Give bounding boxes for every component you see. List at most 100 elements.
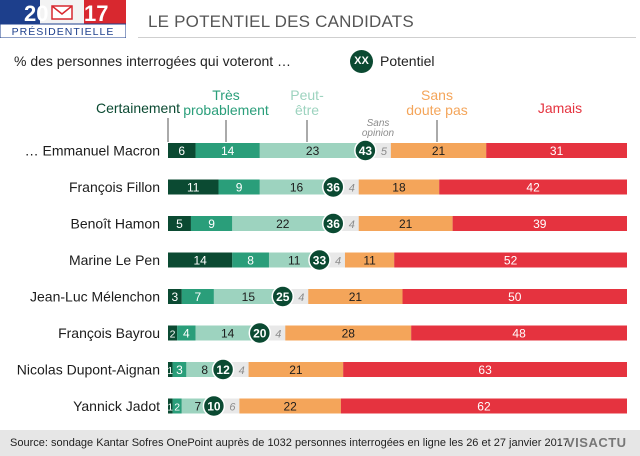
bar-certainement xyxy=(168,216,191,231)
source-note: Source: sondage Kantar Sofres OnePoint a… xyxy=(10,437,572,449)
bar-tres-probablement xyxy=(218,179,260,195)
bar-certainement xyxy=(168,289,182,304)
bar-jamais xyxy=(340,398,627,414)
bar-certainement xyxy=(168,143,196,158)
potential-circle xyxy=(308,248,331,272)
bar-tres-probablement xyxy=(177,325,196,341)
data-label-certainement: 1 xyxy=(167,365,173,377)
potential-value: 25 xyxy=(276,290,290,304)
category-label: François Fillon xyxy=(69,179,160,195)
potential-legend: XX Potentiel xyxy=(350,50,470,74)
bar-jamais xyxy=(439,179,627,195)
logo-caption-box xyxy=(0,23,126,38)
bar-peut-etre xyxy=(195,325,260,341)
title-divider xyxy=(138,37,636,38)
category-label: … Emmanuel Macron xyxy=(25,143,160,159)
bar-tres-probablement xyxy=(181,289,214,304)
data-label-tres-probablement: 8 xyxy=(247,254,254,268)
category-label: Benoît Hamon xyxy=(71,216,161,232)
data-label-certainement: 1 xyxy=(167,402,173,414)
data-label-jamais: 50 xyxy=(508,290,522,304)
bar-sans-doute-pas xyxy=(344,252,395,268)
legend-tres-probablement-line2: probablement xyxy=(183,102,269,118)
potential-legend-circle: XX xyxy=(350,50,373,73)
bar-certainement xyxy=(168,325,178,341)
bar-peut-etre xyxy=(268,252,320,268)
category-label: François Bayrou xyxy=(58,325,160,341)
brand-logo: VISACTU xyxy=(566,435,627,450)
data-label-peut-etre: 22 xyxy=(276,217,290,231)
logo-year-left: 20 xyxy=(24,1,48,26)
legend-peut-etre-line1: Peut- xyxy=(290,87,324,103)
data-label-jamais: 63 xyxy=(478,363,492,377)
potential-value: 10 xyxy=(207,400,221,414)
bar-tres-probablement xyxy=(232,252,269,268)
potential-value: 43 xyxy=(359,144,373,158)
data-label-certainement: 6 xyxy=(178,144,185,158)
bar-sans-doute-pas xyxy=(248,362,344,377)
legend-tres-probablement-line1: Très xyxy=(212,87,239,103)
data-label-certainement: 5 xyxy=(176,217,183,231)
data-label-tres-probablement: 4 xyxy=(183,327,190,341)
data-label-sans-doute-pas: 21 xyxy=(432,144,446,158)
bar-certainement xyxy=(168,362,173,377)
page-title: LE POTENTIEL DES CANDIDATS xyxy=(148,12,414,31)
bar-jamais xyxy=(411,325,627,341)
bar-certainement xyxy=(168,252,233,268)
potential-circle xyxy=(202,394,226,418)
bar-tres-probablement xyxy=(172,362,187,377)
potential-value: 36 xyxy=(327,217,341,231)
data-label-sans-doute-pas: 28 xyxy=(342,327,356,341)
data-label-sans-doute-pas: 18 xyxy=(392,181,406,195)
data-label-certainement: 11 xyxy=(187,181,200,195)
logo-caption: PRÉSIDENTIELLE xyxy=(12,25,115,38)
potential-circle xyxy=(271,285,294,308)
data-label-jamais: 48 xyxy=(512,327,526,341)
category-label: Jean-Luc Mélenchon xyxy=(30,289,160,305)
data-label-peut-etre: 23 xyxy=(306,144,320,158)
data-label-sans-doute-pas: 22 xyxy=(283,400,297,414)
footer: Source: sondage Kantar Sofres OnePoint a… xyxy=(0,430,640,456)
bar-jamais xyxy=(394,252,627,268)
data-label-sans-doute-pas: 21 xyxy=(399,217,413,231)
data-label-sans-doute-pas: 11 xyxy=(363,254,376,268)
potential-circle xyxy=(354,139,377,162)
data-label-sans-opinion: 4 xyxy=(239,365,245,377)
potential-legend-label: Potentiel xyxy=(380,53,435,69)
data-label-certainement: 3 xyxy=(172,290,179,304)
logo-flag-blue xyxy=(0,0,40,24)
logo-year-right: 17 xyxy=(84,1,108,26)
data-label-sans-opinion: 4 xyxy=(349,183,355,195)
bar-jamais xyxy=(402,289,627,304)
bar-sans-doute-pas xyxy=(239,398,341,414)
category-label: Nicolas Dupont-Aignan xyxy=(17,362,160,378)
data-label-sans-opinion: 4 xyxy=(298,292,304,304)
data-label-certainement: 2 xyxy=(170,329,176,341)
potential-circle xyxy=(211,358,235,381)
data-label-tres-probablement: 7 xyxy=(194,290,201,304)
potential-value: 36 xyxy=(327,181,341,195)
bar-peut-etre xyxy=(259,179,334,195)
bar-jamais xyxy=(452,216,627,231)
data-label-jamais: 62 xyxy=(477,400,491,414)
bar-tres-probablement xyxy=(195,143,260,158)
data-label-peut-etre: 11 xyxy=(288,254,301,268)
bar-jamais xyxy=(343,362,627,377)
bar-jamais xyxy=(486,143,627,158)
legend-peut-etre-line2: être xyxy=(295,102,319,118)
logo-flag-red xyxy=(84,0,126,24)
potential-value: 33 xyxy=(313,254,327,268)
data-label-sans-opinion: 4 xyxy=(349,219,355,231)
category-label: Yannick Jadot xyxy=(73,398,160,414)
data-label-sans-doute-pas: 21 xyxy=(289,363,303,377)
category-label: Marine Le Pen xyxy=(69,252,160,268)
bar-peut-etre xyxy=(232,216,334,231)
potential-circle xyxy=(321,175,345,199)
data-label-sans-opinion: 4 xyxy=(335,256,341,268)
data-label-sans-opinion: 5 xyxy=(381,146,388,158)
potential-value: 20 xyxy=(253,327,267,341)
legend-jamais: Jamais xyxy=(538,100,582,116)
bar-certainement xyxy=(168,179,219,195)
legend-sans-opinion-line1: Sans xyxy=(367,118,390,129)
